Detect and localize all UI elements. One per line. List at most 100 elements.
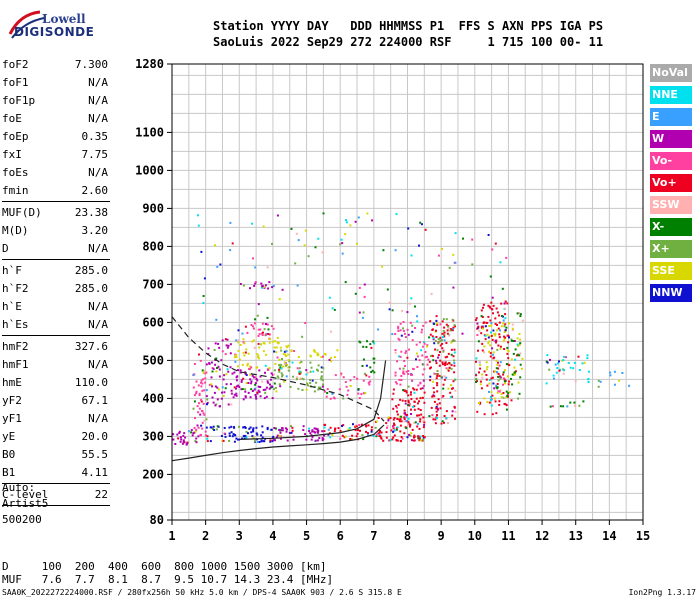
echo-point — [320, 356, 323, 358]
echo-point — [491, 347, 494, 350]
echo-point — [300, 377, 303, 380]
echo-point — [337, 427, 340, 430]
echo-point — [582, 400, 585, 403]
echo-point — [493, 333, 496, 335]
echo-point — [311, 435, 314, 438]
echo-point — [305, 373, 308, 376]
lowell-digisonde-logo: Lowell DIGISONDE — [6, 8, 96, 44]
echo-point — [221, 350, 224, 353]
echo-point — [422, 324, 425, 327]
echo-point — [257, 342, 260, 345]
echo-point — [272, 327, 275, 330]
echo-point — [212, 367, 215, 370]
echo-point — [516, 343, 519, 346]
echo-point — [556, 367, 559, 369]
echo-point — [443, 335, 446, 338]
echo-point — [454, 389, 457, 392]
echo-point — [250, 388, 253, 391]
echo-point — [233, 426, 235, 429]
echo-point — [475, 360, 477, 363]
echo-point — [373, 357, 376, 360]
echo-point — [436, 384, 439, 387]
echo-point — [440, 422, 443, 425]
echo-point — [273, 346, 276, 349]
echo-point — [268, 367, 271, 370]
echo-point — [437, 356, 440, 359]
echo-point — [505, 363, 508, 366]
echo-point — [287, 366, 290, 369]
echo-point — [482, 326, 485, 329]
echo-point — [271, 286, 274, 289]
param-name: fxI — [2, 148, 22, 161]
echo-point — [409, 425, 411, 428]
echo-point — [506, 346, 509, 349]
echo-point — [299, 371, 302, 374]
echo-point — [502, 377, 505, 380]
echo-point — [435, 407, 438, 410]
echo-point — [249, 396, 252, 399]
echo-point — [400, 436, 403, 438]
echo-point — [274, 362, 277, 365]
echo-point — [314, 431, 317, 434]
echo-point — [373, 342, 376, 345]
echo-point — [307, 255, 310, 258]
auto-program: Artist5 — [2, 497, 49, 510]
echo-point — [410, 413, 412, 415]
echo-point — [205, 371, 208, 374]
echo-point — [551, 405, 554, 408]
echo-point — [356, 432, 359, 435]
echo-point — [249, 365, 252, 368]
echo-point — [419, 397, 422, 400]
echo-point — [251, 435, 254, 438]
echo-point — [284, 364, 287, 367]
param-value: 0.35 — [81, 130, 109, 143]
echo-point — [237, 339, 240, 342]
echo-point — [257, 354, 260, 357]
param-row: C-level 22 — [2, 486, 110, 504]
echo-point — [232, 396, 235, 399]
echo-point — [399, 440, 402, 443]
echo-point — [244, 426, 247, 429]
echo-point — [435, 377, 438, 380]
echo-point — [483, 413, 486, 416]
echo-point — [389, 439, 392, 441]
echo-point — [423, 341, 425, 344]
echo-point — [300, 360, 303, 363]
echo-point — [259, 395, 262, 398]
x-tick-label: 1 — [168, 529, 175, 543]
echo-point — [433, 372, 436, 375]
echo-point — [513, 366, 516, 369]
echo-point — [442, 336, 444, 339]
echo-point — [511, 383, 514, 386]
echo-point — [251, 222, 254, 225]
echo-point — [235, 354, 238, 356]
echo-point — [320, 376, 323, 379]
echo-point — [277, 376, 280, 379]
echo-point — [552, 374, 555, 377]
echo-point — [275, 390, 278, 393]
echo-point — [195, 428, 198, 431]
echo-point — [474, 319, 477, 322]
echo-point — [276, 214, 279, 217]
echo-point — [267, 369, 270, 371]
echo-point — [421, 354, 424, 357]
echo-point — [367, 381, 370, 384]
echo-point — [563, 369, 565, 372]
echo-point — [491, 308, 494, 311]
echo-point — [499, 361, 502, 364]
echo-point — [488, 401, 491, 404]
echo-point — [354, 292, 357, 295]
legend-item-x-: X+ — [650, 240, 692, 258]
echo-point — [423, 436, 426, 439]
echo-point — [416, 402, 419, 405]
echo-point — [404, 413, 407, 416]
echo-point — [208, 383, 211, 386]
echo-point — [514, 358, 517, 361]
echo-point — [260, 343, 263, 346]
echo-point — [498, 375, 501, 378]
echo-point — [505, 408, 508, 411]
header-line-1: Station YYYY DAY DDD HHMMSS P1 FFS S AXN… — [213, 19, 604, 33]
echo-point — [344, 281, 347, 284]
echo-point — [488, 390, 490, 393]
echo-point — [246, 364, 249, 367]
